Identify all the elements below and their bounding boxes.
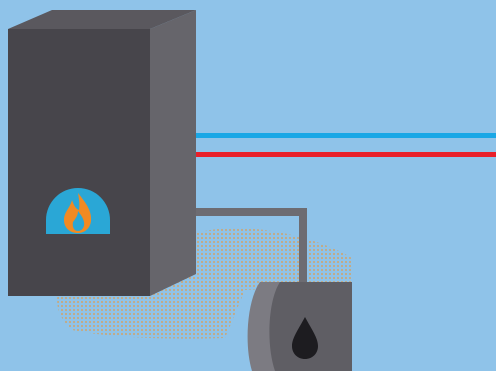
- oil-drop-icon: [292, 317, 318, 359]
- flame-icon: [64, 193, 92, 233]
- hot-water-pipe: [190, 152, 496, 157]
- oil-tank: [247, 282, 352, 371]
- boiler-top: [8, 10, 196, 29]
- cold-water-pipe: [190, 133, 496, 138]
- boiler-side: [150, 10, 196, 296]
- boiler: [8, 10, 196, 296]
- oil-feed-pipe: [188, 208, 307, 292]
- ground-shadow: [57, 228, 352, 339]
- boiler-front: [8, 29, 150, 296]
- tank-end: [247, 282, 280, 371]
